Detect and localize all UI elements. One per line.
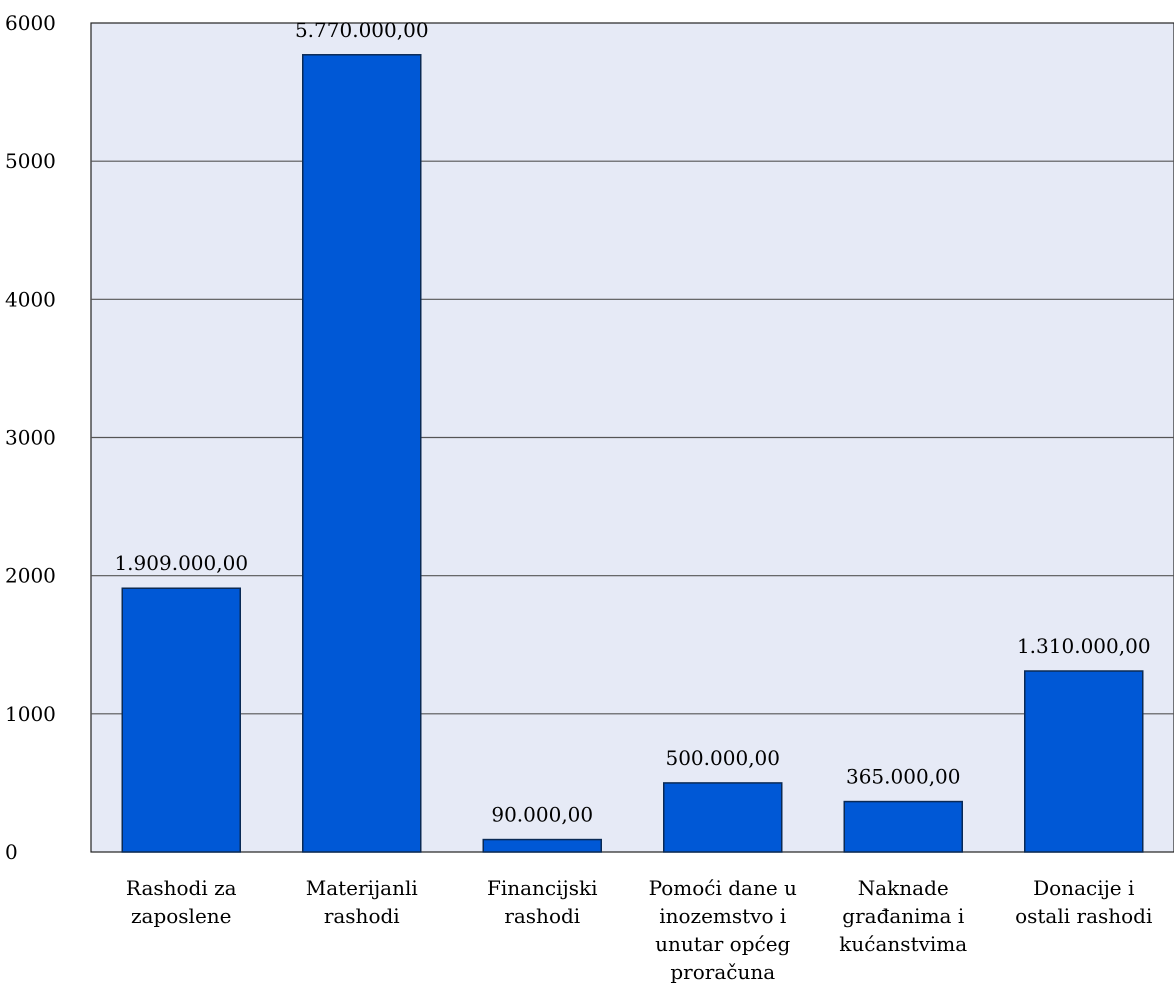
- data-label: 1.310.000,00: [1017, 634, 1151, 658]
- x-tick-label-line: rashodi: [504, 904, 580, 928]
- y-tick-label: 2000: [5, 564, 56, 588]
- y-tick-label: 1000: [5, 702, 56, 726]
- gridlines: [91, 160, 1174, 715]
- x-tick-label-line: Materijanli: [306, 876, 418, 900]
- x-tick-label-line: Financijski: [487, 876, 598, 900]
- bar: [663, 782, 783, 853]
- data-label: 365.000,00: [846, 765, 961, 789]
- bar: [1024, 670, 1144, 853]
- x-tick-label-line: Rashodi za: [126, 876, 237, 900]
- bar: [482, 838, 602, 853]
- x-tick-label: Naknade građanima i kućanstvima: [839, 876, 967, 956]
- y-tick-label: 5000: [5, 149, 56, 173]
- x-tick-label-line: unutar općeg: [655, 932, 790, 956]
- x-tick-label-line: Naknade: [858, 876, 949, 900]
- data-label: 500.000,00: [665, 746, 780, 770]
- x-tick-label: Rashodi za zaposlene: [126, 876, 237, 928]
- data-label: 1.909.000,00: [114, 551, 248, 575]
- data-label: 90.000,00: [491, 803, 593, 827]
- x-tick-label-line: građanima i: [842, 904, 964, 928]
- bar: [121, 587, 241, 853]
- y-tick-label: 6000: [5, 11, 56, 35]
- y-tick-label: 3000: [5, 426, 56, 450]
- x-tick-label-line: inozemstvo i: [659, 904, 786, 928]
- x-tick-label-line: proračuna: [670, 960, 775, 984]
- x-tick-label: Pomoći dane u inozemstvo i unutar općeg pro…: [649, 876, 797, 984]
- y-axis-ticks: 0 1000 2000 3000 4000 5000 6000: [5, 11, 56, 864]
- bars: [121, 54, 1144, 853]
- x-tick-label-line: Donacije i: [1033, 876, 1134, 900]
- bar: [843, 800, 963, 853]
- x-tick-label-line: ostali rashodi: [1015, 904, 1152, 928]
- x-tick-label-line: kućanstvima: [839, 932, 967, 956]
- x-tick-label-line: zaposlene: [131, 904, 232, 928]
- x-tick-label: Donacije i ostali rashodi: [1015, 876, 1152, 928]
- data-labels: 1.909.000,00 5.770.000,00 90.000,00 500.000…: [114, 18, 1150, 827]
- data-label: 5.770.000,00: [295, 18, 429, 42]
- x-tick-label: Materijanli rashodi: [306, 876, 418, 928]
- x-tick-label-line: rashodi: [324, 904, 400, 928]
- bar: [302, 54, 422, 853]
- y-tick-label: 0: [5, 840, 18, 864]
- x-tick-label-line: Pomoći dane u: [649, 876, 797, 900]
- y-tick-label: 4000: [5, 287, 56, 311]
- x-tick-label: Financijski rashodi: [487, 876, 598, 928]
